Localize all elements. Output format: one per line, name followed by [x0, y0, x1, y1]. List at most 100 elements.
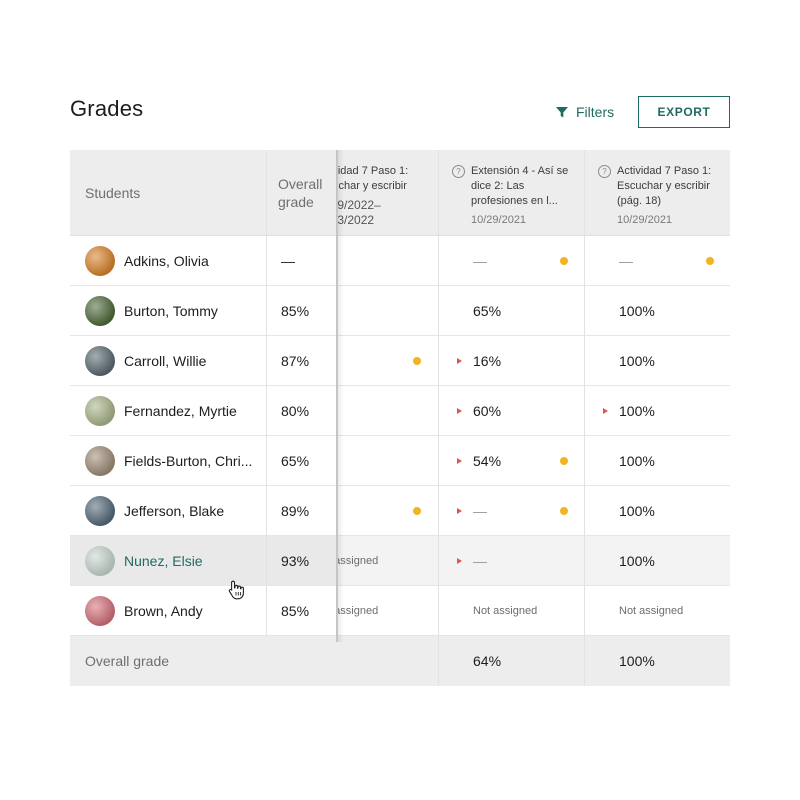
student-name-cell[interactable]: Nunez, Elsie: [70, 536, 266, 586]
student-name-cell[interactable]: Brown, Andy: [70, 586, 266, 636]
student-name-cell[interactable]: Fields-Burton, Chri...: [70, 436, 266, 486]
grade-cell[interactable]: Not assigned: [438, 586, 584, 636]
assignment-title: Actividad 7 Paso 1: Escuchar y escribir: [336, 165, 409, 192]
overall-grade-cell: —: [266, 236, 336, 286]
late-flag-icon: [457, 507, 462, 514]
footer-grade-value: 100%: [619, 653, 655, 669]
grade-cell[interactable]: 54%: [438, 436, 584, 486]
column-header-assignment[interactable]: ? Actividad 7 Paso 1: Escuchar y escribir…: [584, 150, 730, 236]
grade-cell[interactable]: Not assigned: [336, 586, 438, 636]
pending-dot-icon: [560, 506, 568, 515]
column-header-overall-grade[interactable]: Overall grade: [266, 150, 336, 236]
late-flag-icon: [603, 407, 608, 414]
overall-grade-value: 87%: [281, 352, 310, 369]
late-flag-icon: [457, 357, 462, 364]
grade-cell[interactable]: 100%: [584, 436, 730, 486]
student-name[interactable]: Jefferson, Blake: [124, 502, 225, 519]
grade-value: —: [473, 252, 487, 269]
overall-grade-value: —: [281, 252, 295, 269]
pending-dot-icon: [560, 456, 568, 465]
grade-value: 16%: [473, 352, 502, 369]
overall-grade-cell: 93%: [266, 536, 336, 586]
filter-funnel-icon: [556, 107, 568, 118]
assignment-date: 10/29/2021: [471, 214, 527, 226]
question-circle-icon: ?: [452, 165, 465, 178]
overall-grade-value: 65%: [281, 452, 310, 469]
grade-cell[interactable]: Not assigned: [336, 536, 438, 586]
student-name[interactable]: Adkins, Olivia: [124, 252, 209, 269]
grade-cell[interactable]: 100%: [584, 386, 730, 436]
student-name[interactable]: Burton, Tommy: [124, 302, 218, 319]
overall-grade-value: 93%: [281, 552, 310, 569]
overall-grade-value: 85%: [281, 602, 310, 619]
avatar: [85, 595, 115, 626]
avatar: [85, 295, 115, 326]
column-header-assignment[interactable]: Actividad 7 Paso 1: Escuchar y escribir 1…: [336, 150, 438, 236]
grade-value: 100%: [619, 402, 655, 419]
assignment-header-inner: Actividad 7 Paso 1: Escuchar y escribir 1…: [336, 164, 434, 228]
filters-button[interactable]: Filters: [555, 104, 614, 120]
column-header-assignment[interactable]: ? Extensión 4 - Así se dice 2: Las profes…: [438, 150, 584, 236]
grade-cell[interactable]: 100%: [584, 286, 730, 336]
grade-cell[interactable]: —: [438, 236, 584, 286]
student-name-cell[interactable]: Burton, Tommy: [70, 286, 266, 336]
avatar: [85, 245, 115, 276]
grade-cell[interactable]: [336, 386, 438, 436]
grade-value: 100%: [619, 352, 655, 369]
avatar: [85, 495, 115, 526]
grade-cell[interactable]: 60%: [438, 386, 584, 436]
avatar: [85, 345, 115, 376]
student-name-cell[interactable]: Carroll, Willie: [70, 336, 266, 386]
grade-cell[interactable]: 16%: [438, 336, 584, 386]
overall-grade-cell: 87%: [266, 336, 336, 386]
grade-value: —: [619, 252, 633, 269]
filters-label: Filters: [576, 104, 615, 120]
student-name-cell[interactable]: Fernandez, Myrtie: [70, 386, 266, 436]
student-name-cell[interactable]: Jefferson, Blake: [70, 486, 266, 536]
grade-cell[interactable]: —: [584, 236, 730, 286]
grade-value: 65%: [473, 302, 502, 319]
grade-cell[interactable]: [336, 436, 438, 486]
grade-cell[interactable]: 100%: [584, 536, 730, 586]
frozen-column-edge: [336, 150, 338, 642]
overall-grade-value: 85%: [281, 302, 310, 319]
grade-value: —: [473, 502, 487, 519]
not-assigned-label: Not assigned: [336, 604, 379, 617]
column-divider: [438, 150, 439, 686]
overall-grade-value: 80%: [281, 402, 310, 419]
grade-cell[interactable]: 65%: [438, 286, 584, 336]
grade-value: —: [473, 552, 487, 569]
avatar: [85, 395, 115, 426]
grade-cell[interactable]: Not assigned: [584, 586, 730, 636]
student-name-cell[interactable]: Adkins, Olivia: [70, 236, 266, 286]
assignment-date: 10/29/2022–10/23/2022: [336, 198, 381, 227]
footer-grade-value: 64%: [473, 653, 502, 669]
student-name[interactable]: Fields-Burton, Chri...: [124, 452, 253, 469]
late-flag-icon: [457, 457, 462, 464]
export-button[interactable]: EXPORT: [638, 96, 730, 128]
student-name[interactable]: Fernandez, Myrtie: [124, 402, 237, 419]
student-name[interactable]: Carroll, Willie: [124, 352, 207, 369]
assignment-title: Extensión 4 - Así se dice 2: Las profesi…: [471, 165, 569, 207]
question-circle-icon: ?: [598, 165, 611, 178]
grade-cell[interactable]: —: [438, 536, 584, 586]
grade-value: 100%: [619, 552, 655, 569]
grade-cell[interactable]: [336, 286, 438, 336]
grade-cell[interactable]: [336, 336, 438, 386]
overall-grade-footer-value: 100%: [584, 636, 730, 686]
grade-cell[interactable]: —: [438, 486, 584, 536]
grade-cell[interactable]: [336, 236, 438, 286]
overall-grade-footer-label: Overall grade: [70, 636, 438, 686]
overall-grade-footer-value: 64%: [438, 636, 584, 686]
not-assigned-label: Not assigned: [473, 604, 538, 617]
overall-grade-cell: 85%: [266, 586, 336, 636]
hand-pointer-icon: [228, 580, 246, 600]
grade-cell[interactable]: 100%: [584, 486, 730, 536]
grade-cell[interactable]: [336, 486, 438, 536]
grade-value: 54%: [473, 452, 502, 469]
student-name[interactable]: Nunez, Elsie: [124, 552, 203, 569]
student-name[interactable]: Brown, Andy: [124, 602, 203, 619]
column-header-students[interactable]: Students: [70, 150, 266, 236]
grade-cell[interactable]: 100%: [584, 336, 730, 386]
